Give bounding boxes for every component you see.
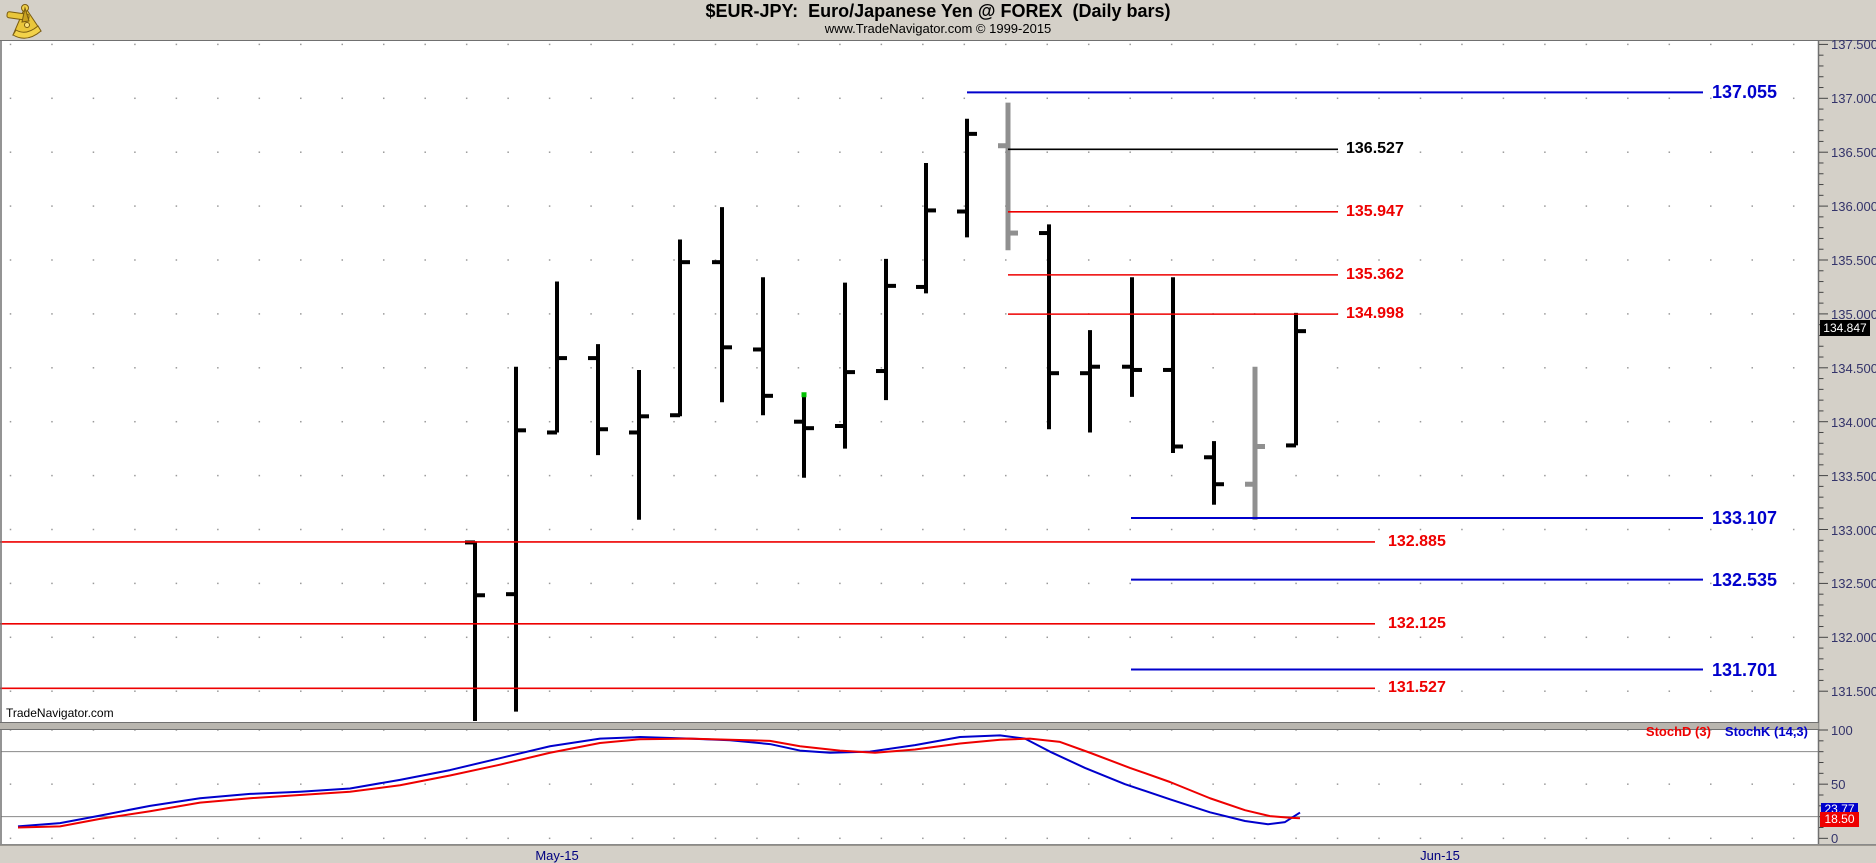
ohlc-bar (835, 282, 855, 449)
tradenavigator-logo-icon (6, 4, 42, 39)
stochk-line (17, 734, 1301, 828)
title-bar: $EUR-JPY: Euro/Japanese Yen @ FOREX (Dai… (0, 0, 1876, 40)
ohlc-bar (547, 281, 567, 435)
ohlc-bar (1204, 441, 1224, 505)
stochastic-pane[interactable] (1, 729, 1819, 844)
ohlc-bar (1039, 224, 1059, 430)
chart-title: $EUR-JPY: Euro/Japanese Yen @ FOREX (Dai… (705, 1, 1171, 21)
price-pane[interactable] (1, 40, 1819, 722)
chart-subtitle: www.TradeNavigator.com © 1999-2015 (824, 21, 1052, 36)
date-axis[interactable] (0, 845, 1876, 863)
ohlc-bar (629, 369, 649, 520)
ohlc-bars (465, 102, 1306, 721)
price-axis[interactable] (1819, 40, 1876, 845)
ohlc-bar (753, 277, 773, 416)
ohlc-bar (876, 258, 896, 401)
signal-dot-marker (801, 392, 807, 398)
ohlc-bar (1122, 277, 1142, 397)
ohlc-bar (670, 239, 690, 418)
ohlc-bar (916, 162, 936, 294)
ohlc-bar (1245, 366, 1265, 520)
ohlc-bar (998, 102, 1018, 251)
ohlc-bar (1080, 330, 1100, 433)
ohlc-bar (506, 366, 526, 712)
price-levels (0, 91, 1703, 690)
ohlc-bar (794, 396, 814, 478)
ohlc-bar (957, 118, 977, 238)
ohlc-bar (712, 207, 732, 403)
ohlc-bar (1163, 277, 1183, 453)
stochd-line (17, 737, 1301, 829)
ohlc-bar (588, 344, 608, 456)
ohlc-bar (1286, 312, 1306, 448)
